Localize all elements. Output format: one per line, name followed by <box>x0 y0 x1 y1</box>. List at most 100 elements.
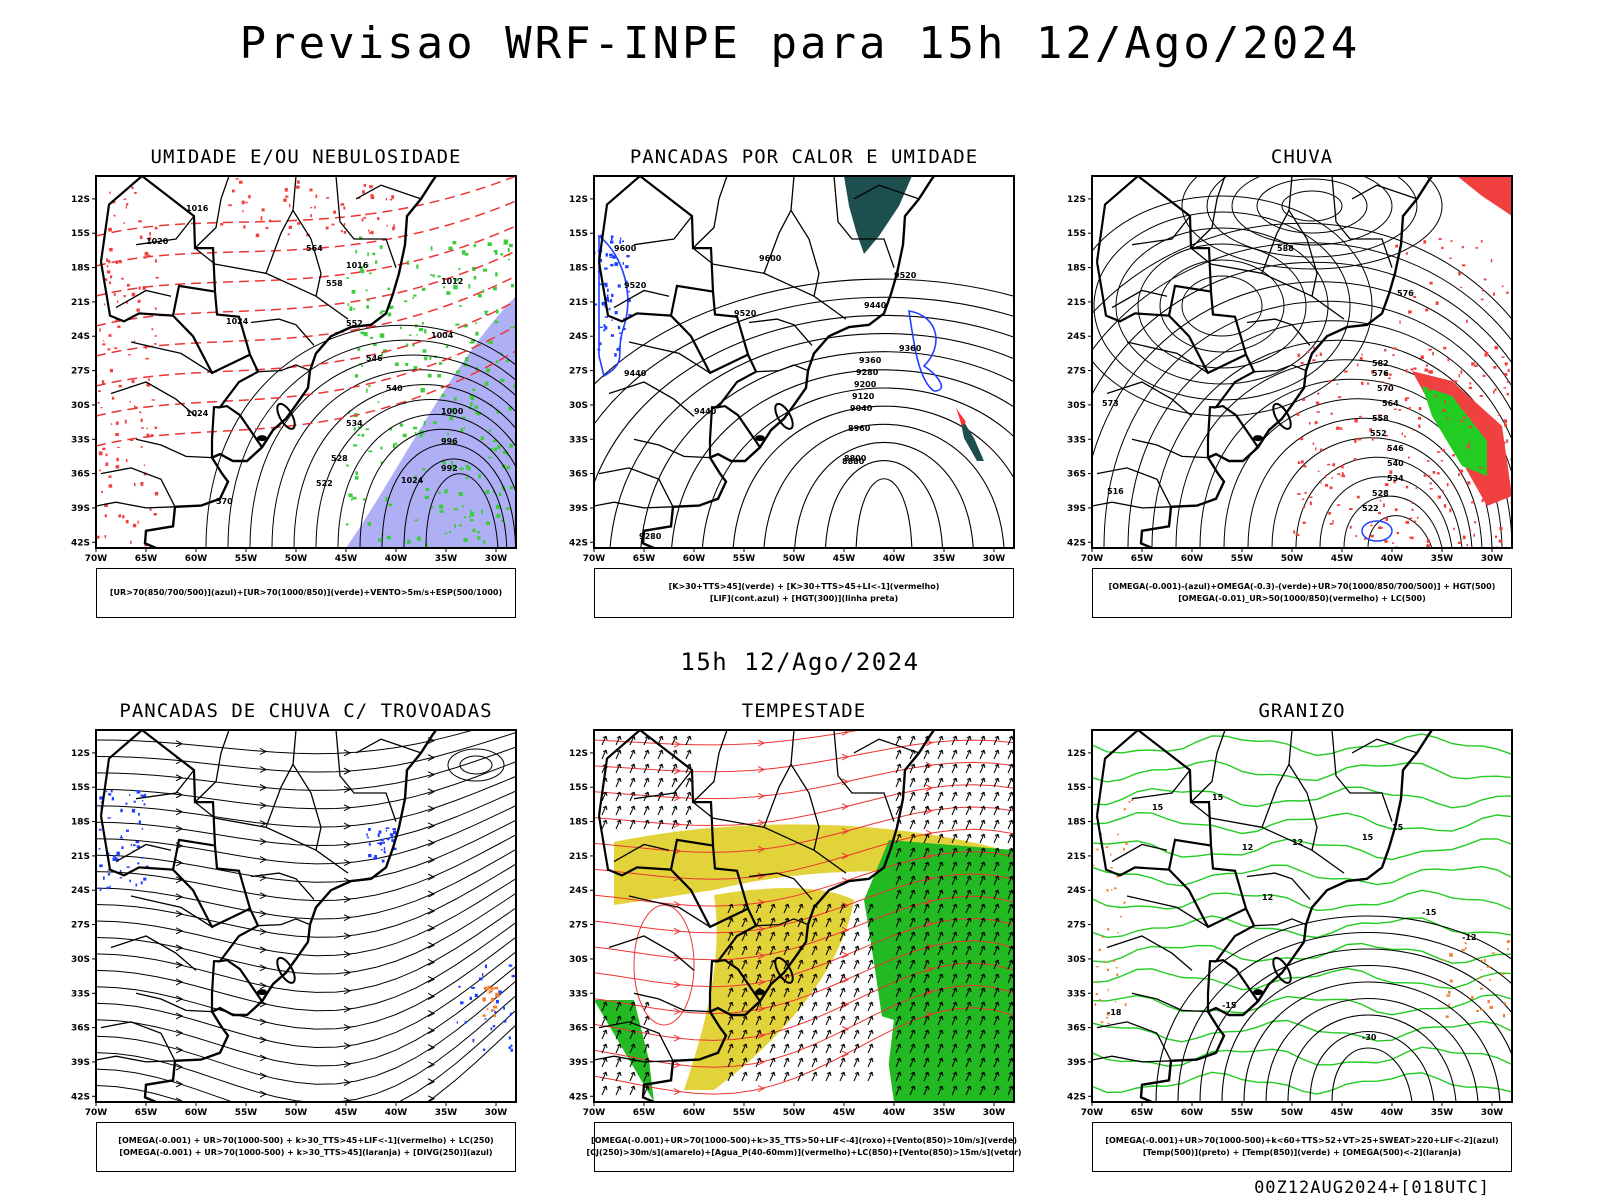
lon-tick-label: 60W <box>185 1108 208 1118</box>
contour-label: 588 <box>1277 244 1294 253</box>
lon-tick-label: 65W <box>1131 554 1154 564</box>
country-border <box>1209 845 1259 1002</box>
lon-tick-label: 40W <box>1381 554 1404 564</box>
lon-tick-label: 45W <box>335 1108 358 1118</box>
state-border <box>1096 467 1172 508</box>
state-border <box>194 247 216 265</box>
lat-tick-label: 36S <box>71 1024 90 1034</box>
state-border <box>292 730 322 851</box>
lat-tick-label: 21S <box>71 298 90 308</box>
country-border <box>99 261 174 323</box>
lat-tick-label: 36S <box>71 470 90 480</box>
temp850-green-contours <box>1092 733 1512 1095</box>
map-panel-5: TEMPESTADE 12S 15S 18S 21S 24S 27S 30S 33S 36S 39S… <box>560 700 1024 1172</box>
east-coastline <box>1139 176 1434 548</box>
blue-divergence-cells <box>456 964 516 1052</box>
lon-tick-label: 45W <box>833 1108 856 1118</box>
lon-tick-label: 70W <box>85 554 108 564</box>
lon-tick-label: 40W <box>1381 1108 1404 1118</box>
map-plot: 1016102010241024101610121004100099699210… <box>71 175 517 564</box>
lat-tick-label: 21S <box>1067 298 1086 308</box>
geography <box>1092 176 1434 548</box>
lon-tick-label: 50W <box>783 554 806 564</box>
pressure-isobars <box>205 324 516 548</box>
contour-labels: 5885825765705645585525465405345285225165… <box>1102 244 1414 513</box>
state-border <box>628 341 711 374</box>
state-border <box>1131 769 1191 800</box>
lon-tick-label: 70W <box>85 1108 108 1118</box>
lon-tick-label: 45W <box>833 554 856 564</box>
state-border <box>853 738 920 754</box>
contour-label: 9200 <box>854 380 877 389</box>
state-border <box>594 1055 674 1063</box>
lat-tick-label: 21S <box>1067 852 1086 862</box>
contour-label: 570 <box>1377 384 1394 393</box>
lat-tick-label: 27S <box>71 921 90 931</box>
state-border <box>257 918 311 927</box>
state-border <box>853 184 920 200</box>
state-border <box>194 730 230 803</box>
country-border <box>99 730 217 846</box>
state-border <box>1131 215 1191 246</box>
lat-tick-label: 42S <box>1067 1092 1086 1102</box>
lat-tick-label: 39S <box>71 504 90 514</box>
lat-tick-label: 15S <box>569 229 588 239</box>
contour-label: 9520 <box>894 271 917 280</box>
contour-label: 15 <box>1212 793 1224 802</box>
contour-label: 528 <box>1372 489 1389 498</box>
contour-label: 1016 <box>186 204 209 213</box>
legend-line: [OMEGA(-0.001) + UR>70(1000-500) + k>30_… <box>118 1136 494 1145</box>
lat-tick-label: 18S <box>569 264 588 274</box>
forecast-time-subtitle: 15h 12/Ago/2024 <box>680 648 920 676</box>
contour-label: 9360 <box>899 344 922 353</box>
contour-label: 9360 <box>859 356 882 365</box>
geography <box>96 730 438 1102</box>
country-border <box>708 406 718 458</box>
lat-tick-label: 33S <box>1067 989 1086 999</box>
lat-tick-label: 21S <box>569 852 588 862</box>
lat-tick-label: 30S <box>1067 955 1086 965</box>
panel-legend: [K>30+TTS>45](verde) + [K>30+TTS>45+LI<-… <box>594 568 1014 618</box>
lat-tick-label: 21S <box>569 298 588 308</box>
streamlines <box>96 730 516 1102</box>
lon-tick-label: 60W <box>683 1108 706 1118</box>
lat-tick-label: 30S <box>569 401 588 411</box>
lon-tick-label: 55W <box>733 554 756 564</box>
lat-tick-label: 21S <box>71 852 90 862</box>
lat-tick-label: 18S <box>569 818 588 828</box>
contour-label: 573 <box>1102 399 1119 408</box>
state-border <box>692 176 728 249</box>
contour-label: 558 <box>1372 414 1389 423</box>
contour-label: 552 <box>346 319 363 328</box>
legend-line: [OMEGA(-0.001)+UR>70(1000-500)+k<60+TTS>… <box>1105 1136 1499 1145</box>
map-frame <box>593 175 1015 549</box>
state-border <box>1190 801 1212 819</box>
contour-label: 15 <box>1362 833 1374 842</box>
map-area: 9600 9600 9520 9520 9520 9440 9440 9440 9360 9360… <box>594 176 1014 548</box>
state-border <box>100 1021 176 1062</box>
lat-tick-label: 33S <box>569 435 588 445</box>
lat-tick-label: 24S <box>1067 886 1086 896</box>
lon-tick-label: 55W <box>235 554 258 564</box>
legend-line: [CJ(250)>30m/s](amarelo)+[Agua_P(40-60mm… <box>586 1148 1022 1157</box>
contour-label: 1024 <box>226 317 249 326</box>
panel-title: PANCADAS POR CALOR E UMIDADE <box>629 146 979 168</box>
country-border <box>171 838 251 929</box>
map-area <box>594 730 1014 1102</box>
country-border <box>1206 960 1216 1012</box>
state-border <box>1111 843 1168 863</box>
main-title: Previsao WRF-INPE para 15h 12/Ago/2024 <box>239 18 1361 69</box>
contour-label: 12 <box>1292 838 1303 847</box>
legend-line: [OMEGA(-0.01)_UR>50(1000/850)(vermelho) … <box>1178 594 1426 603</box>
state-border <box>1210 263 1345 320</box>
lon-tick-label: 35W <box>933 554 956 564</box>
state-border <box>135 769 195 800</box>
contour-label: 9040 <box>850 404 873 413</box>
contour-label: 12 <box>1242 843 1253 852</box>
lat-tick-label: 39S <box>71 1058 90 1068</box>
contour-label: 540 <box>1387 459 1404 468</box>
state-border <box>115 289 172 309</box>
lat-tick-label: 36S <box>569 470 588 480</box>
lon-tick-label: 60W <box>683 554 706 564</box>
lat-tick-label: 36S <box>1067 470 1086 480</box>
